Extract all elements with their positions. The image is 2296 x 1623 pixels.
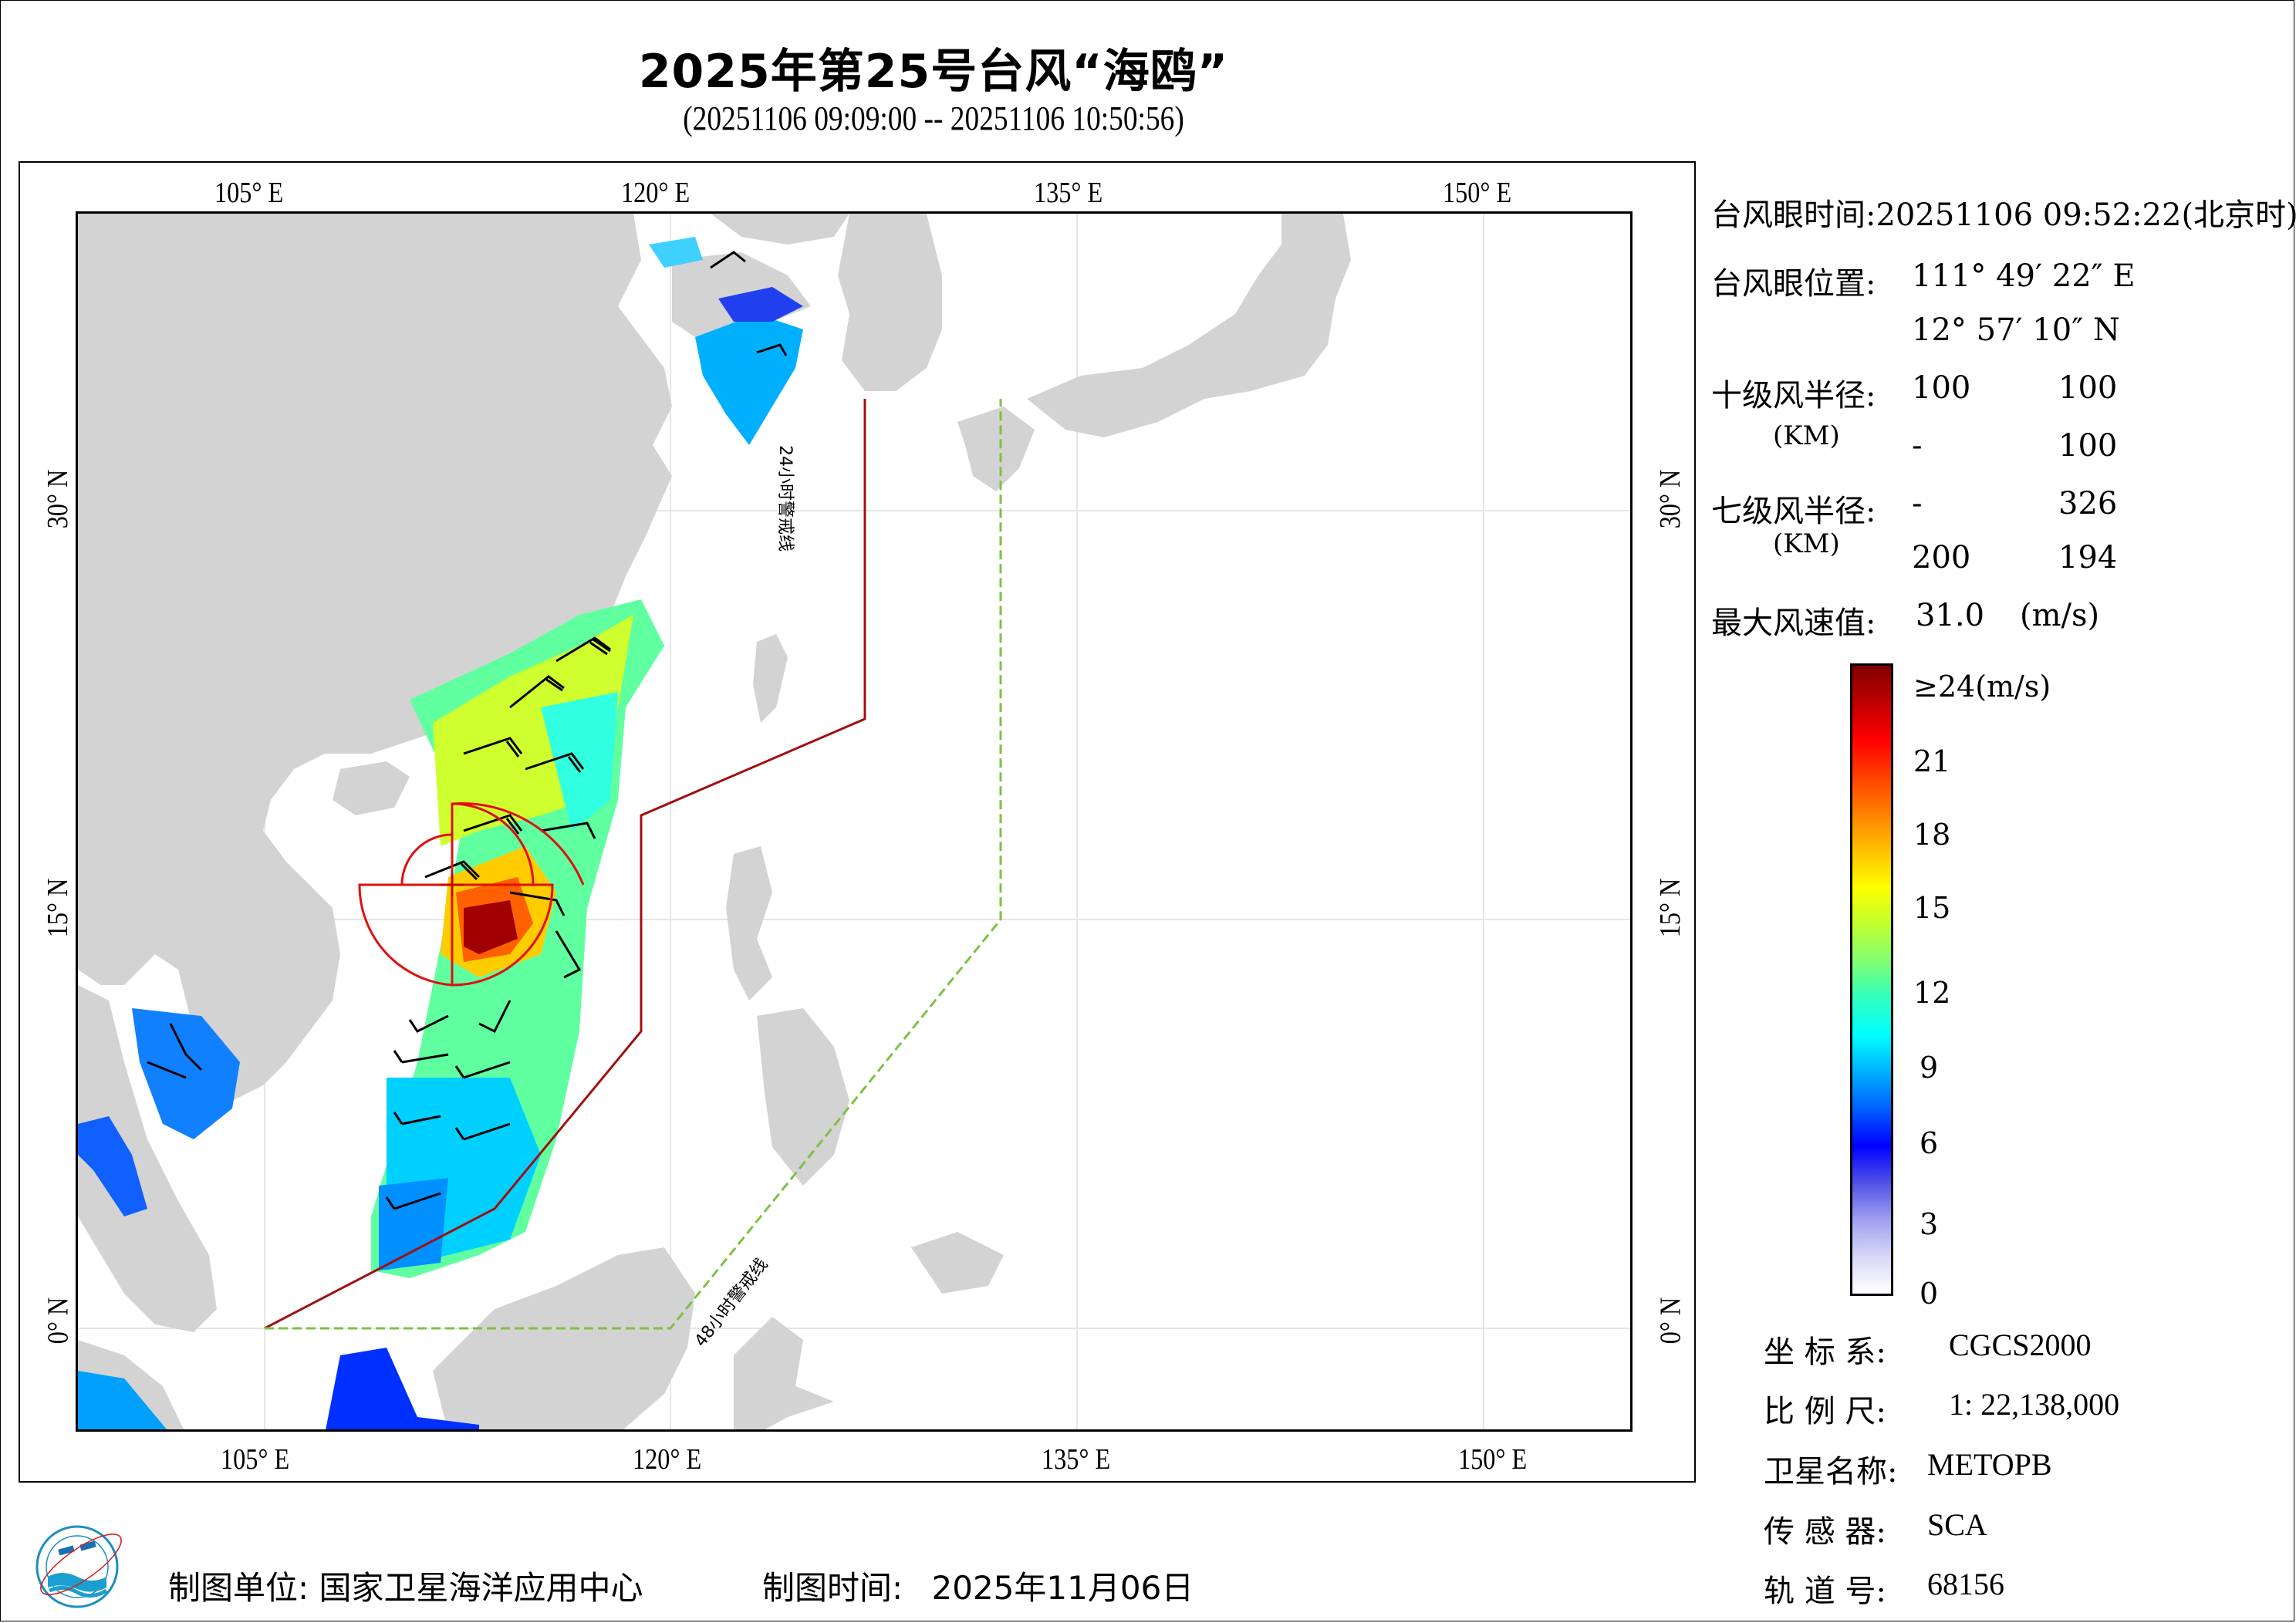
eye-time-label: 台风眼时间: (1711, 197, 1876, 233)
r7-unit: (KM) (1773, 528, 1840, 559)
colorbar-tick-21: 21 (1913, 744, 1951, 778)
top-lon-label-120: 120° E (621, 177, 690, 209)
colorbar-tick-15: 15 (1913, 891, 1951, 925)
orbit-row: 轨 道 号: 68156 (1764, 1566, 2004, 1611)
land-masses (78, 214, 1351, 1429)
eye-longitude: 111° 49′ 22″ E (1912, 258, 2136, 294)
date-value: 2025年11月06日 (931, 1569, 1194, 1607)
max-wind-unit: (m/s) (2020, 598, 2100, 633)
wind-barbs (147, 251, 788, 1210)
producer-label: 制图单位: (168, 1569, 309, 1607)
eye-position-label: 台风眼位置: (1711, 266, 1876, 302)
colorbar-tick-18: 18 (1913, 818, 1951, 852)
top-lon-label-105: 105° E (214, 177, 284, 209)
satellite-row: 卫星名称: METOPB (1764, 1446, 2052, 1491)
satellite-value: METOPB (1927, 1447, 2052, 1482)
left-lat-label-30: 30° N (42, 469, 75, 529)
sensor-row: 传 感 器: SCA (1764, 1507, 1987, 1551)
date-row: 制图时间: 2025年11月06日 (762, 1562, 1194, 1609)
date-label: 制图时间: (762, 1569, 903, 1607)
colorbar-tick-12: 12 (1913, 976, 1951, 1010)
max-wind-label: 最大风速值: (1711, 606, 1876, 641)
left-lat-label-0: 0° N (42, 1297, 75, 1345)
r10-unit: (KM) (1773, 420, 1840, 451)
r10-se: 100 (2058, 370, 2118, 406)
nsoas-logo (35, 1525, 122, 1608)
r7-ne: - (1912, 486, 1923, 521)
r7-sw: 194 (2058, 540, 2118, 575)
scale-value: 1: 22,138,000 (1949, 1387, 2120, 1422)
r10-sw: 100 (2058, 428, 2118, 464)
max-wind-row: 最大风速值: 31.0 (m/s) (1711, 598, 2099, 643)
r10-nw: - (1912, 428, 1923, 464)
bottom-lon-label-105: 105° E (221, 1443, 290, 1476)
eye-time-value: 20251106 09:52:22(北京时) (1876, 197, 2296, 233)
bottom-lon-label-120: 120° E (633, 1443, 702, 1476)
right-lat-label-0: 0° N (1654, 1297, 1687, 1345)
typhoon-eye-marker (441, 873, 464, 896)
orbit-label: 轨 道 号: (1764, 1574, 1886, 1609)
eye-latitude: 12° 57′ 10″ N (1912, 312, 2120, 348)
crs-row: 坐 标 系: CGCS2000 (1764, 1327, 2092, 1372)
r7-se: 326 (2058, 486, 2118, 521)
r10-label: 十级风半径: (1711, 378, 1876, 413)
max-wind-value: 31.0 (1916, 598, 1985, 633)
eye-time-row: 台风眼时间:20251106 09:52:22(北京时) (1711, 190, 2296, 235)
producer-row: 制图单位: 国家卫星海洋应用中心 (168, 1562, 643, 1609)
warning-line-24h-label: 24小时警戒线 (775, 445, 795, 552)
wind-radius-quadrants (358, 802, 585, 987)
warning-line-48h (265, 399, 1002, 1330)
colorbar-tick-9: 9 (1920, 1051, 1939, 1085)
warning-line-24h (264, 399, 866, 1330)
crs-label: 坐 标 系: (1764, 1335, 1886, 1370)
page-title: 2025年第25号台风“海鸥” (638, 45, 1229, 99)
map-canvas (78, 214, 1630, 1429)
sensor-value: SCA (1927, 1507, 1987, 1542)
r7-label: 七级风半径: (1711, 494, 1876, 529)
r10-row: 十级风半径: 100 100 (1711, 370, 2117, 415)
r7-row: 七级风半径: - 326 (1711, 486, 2117, 531)
top-lon-label-150: 150° E (1443, 177, 1512, 209)
left-lat-label-15: 15° N (42, 878, 75, 938)
right-lat-label-15: 15° N (1654, 878, 1687, 938)
r10-ne: 100 (1912, 370, 1971, 406)
colorbar-tick-0: 0 (1920, 1277, 1939, 1311)
eye-position-row: 台风眼位置: 111° 49′ 22″ E (1711, 258, 2136, 303)
crs-value: CGCS2000 (1949, 1328, 2092, 1362)
right-lat-label-30: 30° N (1654, 469, 1687, 529)
wind-speed-colorbar (1850, 663, 1893, 1296)
satellite-label: 卫星名称: (1764, 1454, 1898, 1490)
orbit-value: 68156 (1927, 1567, 2004, 1601)
top-lon-label-135: 135° E (1034, 177, 1103, 209)
colorbar-tick-6: 6 (1920, 1126, 1939, 1160)
scale-label: 比 例 尺: (1764, 1394, 1886, 1429)
colorbar-tick-3: 3 (1920, 1207, 1939, 1241)
wind-field-map[interactable]: 24小时警戒线 48小时警戒线 (76, 211, 1633, 1432)
colorbar-tick-24: ≥24(m/s) (1913, 670, 2051, 704)
time-range-subtitle: (20251106 09:09:00 -- 20251106 10:50:56) (683, 100, 1184, 137)
bottom-lon-label-135: 135° E (1042, 1443, 1111, 1476)
r7-nw: 200 (1912, 540, 1971, 575)
bottom-lon-label-150: 150° E (1458, 1443, 1528, 1476)
sensor-label: 传 感 器: (1764, 1514, 1886, 1550)
map-frame (19, 161, 1696, 1483)
producer-value: 国家卫星海洋应用中心 (319, 1569, 643, 1607)
scale-row: 比 例 尺: 1: 22,138,000 (1764, 1386, 2119, 1431)
